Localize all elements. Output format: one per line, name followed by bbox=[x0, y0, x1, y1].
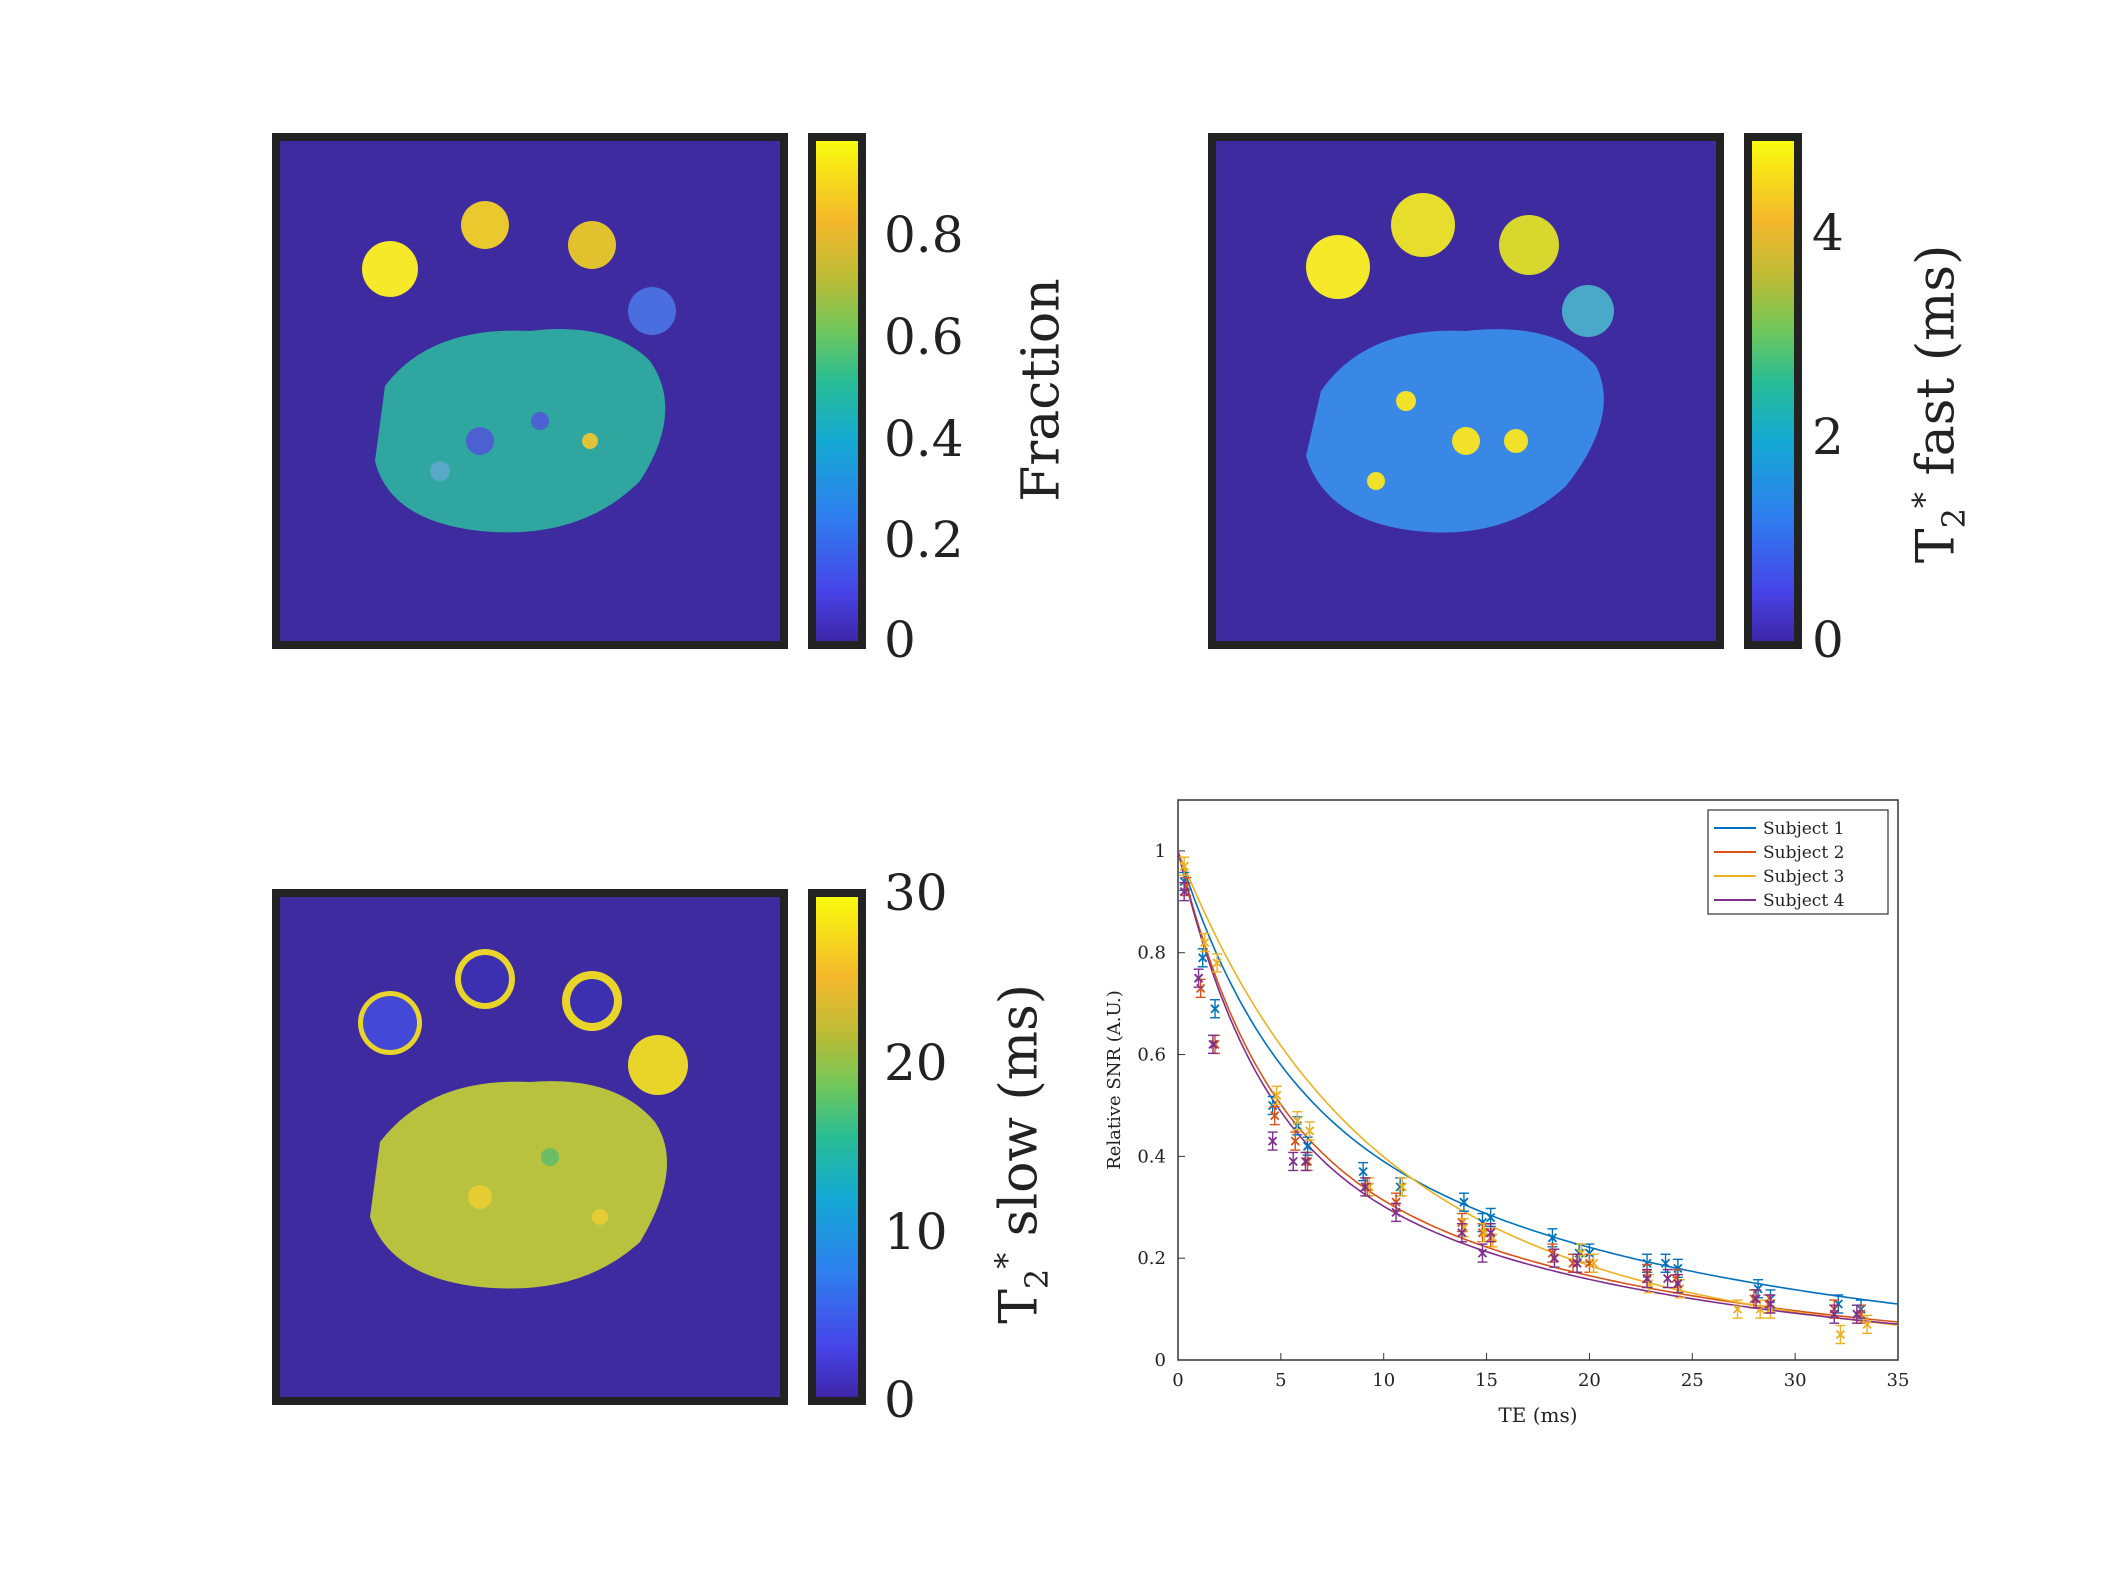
axis-ticks: 0 5 10 15 20 25 30 35 0 0.2 0.4 0.6 0.8 1 bbox=[1137, 841, 1909, 1391]
data-point-s3 bbox=[1862, 1314, 1873, 1335]
data-point-s4 bbox=[1267, 1131, 1278, 1151]
t2-fast-tick-2: 2 bbox=[1812, 408, 1844, 466]
fraction-tick-0.2: 0.2 bbox=[884, 511, 964, 569]
t2-fast-tick-0: 0 bbox=[1812, 611, 1844, 669]
data-point-s4 bbox=[1672, 1273, 1683, 1294]
legend-label-4: Subject 4 bbox=[1763, 891, 1844, 911]
phantom-vial-1 bbox=[362, 241, 418, 297]
data-point-s3 bbox=[1755, 1299, 1766, 1319]
data-point-s3 bbox=[1179, 856, 1190, 876]
fraction-colorbar-label: Fraction bbox=[1011, 278, 1072, 502]
t2-slow-map-content bbox=[358, 949, 688, 1289]
fraction-tick-0.4: 0.4 bbox=[884, 410, 964, 468]
x-tick-label: 20 bbox=[1578, 1370, 1601, 1391]
data-point-s1 bbox=[1458, 1192, 1469, 1212]
data-point-s3 bbox=[1199, 932, 1210, 953]
data-point-s1 bbox=[1210, 999, 1221, 1019]
fraction-map-image bbox=[272, 133, 788, 649]
y-axis-label: Relative SNR (A.U.) bbox=[1104, 990, 1125, 1170]
phantom-vial-3 bbox=[568, 221, 616, 269]
legend: Subject 1 Subject 2 Subject 3 Subject 4 bbox=[1707, 809, 1889, 915]
t2-slow-colorbar-label: T2* slow (ms) bbox=[988, 983, 1056, 1324]
y-tick-label: 1 bbox=[1155, 841, 1166, 862]
data-point-s3 bbox=[1271, 1085, 1282, 1105]
fraction-tick-0.8: 0.8 bbox=[884, 206, 964, 264]
data-point-s3 bbox=[1588, 1253, 1599, 1273]
data-point-s4 bbox=[1851, 1304, 1862, 1324]
tissue-region bbox=[375, 329, 666, 533]
data-point-s2 bbox=[1290, 1131, 1301, 1151]
data-point-s3 bbox=[1292, 1111, 1303, 1131]
t2-fast-tick-4: 4 bbox=[1812, 204, 1844, 262]
y-tick-label: 0.6 bbox=[1137, 1045, 1166, 1066]
legend-label-3: Subject 3 bbox=[1763, 867, 1844, 887]
data-point-s4 bbox=[1572, 1253, 1583, 1273]
fraction-colorbar bbox=[808, 133, 866, 649]
legend-label-2: Subject 2 bbox=[1763, 843, 1844, 863]
data-point-s4 bbox=[1360, 1177, 1371, 1197]
data-point-s4 bbox=[1642, 1268, 1653, 1289]
fit-curve-1 bbox=[1177, 850, 1899, 1305]
fraction-tick-0: 0 bbox=[884, 611, 916, 669]
y-tick-label: 0 bbox=[1155, 1350, 1166, 1371]
y-tick-label: 0.4 bbox=[1137, 1146, 1166, 1167]
t2-slow-tick-10: 10 bbox=[884, 1203, 948, 1261]
t2-slow-map-image bbox=[272, 889, 788, 1405]
x-tick-label: 10 bbox=[1372, 1370, 1395, 1391]
data-point-s4 bbox=[1300, 1151, 1311, 1172]
data-point-s4 bbox=[1179, 881, 1190, 902]
data-point-s4 bbox=[1829, 1304, 1840, 1324]
fraction-tick-0.6: 0.6 bbox=[884, 308, 964, 366]
data-point-s4 bbox=[1751, 1289, 1762, 1309]
t2-fast-colorbar bbox=[1744, 133, 1802, 649]
data-point-s4 bbox=[1549, 1248, 1560, 1268]
x-tick-label: 0 bbox=[1172, 1370, 1183, 1391]
data-point-s4 bbox=[1662, 1268, 1673, 1289]
t2-fast-colorbar-label: T2* fast (ms) bbox=[1905, 244, 1974, 564]
data-point-s4 bbox=[1288, 1151, 1299, 1172]
fit-curve-3 bbox=[1177, 850, 1899, 1326]
data-point-s2 bbox=[1269, 1105, 1280, 1126]
y-tick-label: 0.2 bbox=[1137, 1248, 1166, 1269]
fraction-map-content bbox=[362, 201, 676, 533]
legend-label-1: Subject 1 bbox=[1763, 819, 1844, 839]
x-tick-label: 5 bbox=[1275, 1370, 1286, 1391]
data-point-s4 bbox=[1193, 968, 1204, 988]
t2-fast-map-content bbox=[1306, 193, 1614, 533]
y-tick-label: 0.8 bbox=[1137, 943, 1166, 964]
t2-slow-tick-20: 20 bbox=[884, 1034, 948, 1092]
data-point-s3 bbox=[1212, 953, 1223, 973]
data-point-s3 bbox=[1397, 1177, 1408, 1197]
phantom-vial-2 bbox=[461, 201, 509, 249]
data-points bbox=[1179, 856, 1873, 1345]
t2-slow-tick-30: 30 bbox=[884, 864, 948, 922]
data-point-s3 bbox=[1479, 1223, 1490, 1243]
x-tick-label: 30 bbox=[1784, 1370, 1807, 1391]
data-point-s3 bbox=[1732, 1299, 1743, 1319]
x-tick-label: 35 bbox=[1887, 1370, 1910, 1391]
data-point-s4 bbox=[1477, 1243, 1488, 1263]
data-point-s4 bbox=[1207, 1034, 1218, 1055]
t2-slow-tick-0: 0 bbox=[884, 1371, 916, 1429]
t2-slow-colorbar bbox=[808, 889, 866, 1405]
x-tick-label: 25 bbox=[1681, 1370, 1704, 1391]
data-point-s4 bbox=[1456, 1223, 1467, 1243]
data-point-s3 bbox=[1304, 1121, 1315, 1141]
data-point-s4 bbox=[1765, 1294, 1776, 1314]
snr-decay-chart: 0 5 10 15 20 25 30 35 0 0.2 0.4 0.6 0.8 1 TE (ms) Rel… bbox=[1104, 799, 1909, 1427]
phantom-vial-4 bbox=[628, 287, 676, 335]
t2-fast-map-image bbox=[1208, 133, 1724, 649]
x-axis-label: TE (ms) bbox=[1498, 1403, 1577, 1427]
data-point-s4 bbox=[1485, 1223, 1496, 1243]
data-point-s4 bbox=[1391, 1202, 1402, 1223]
data-point-s3 bbox=[1835, 1324, 1846, 1345]
x-tick-label: 15 bbox=[1475, 1370, 1498, 1391]
